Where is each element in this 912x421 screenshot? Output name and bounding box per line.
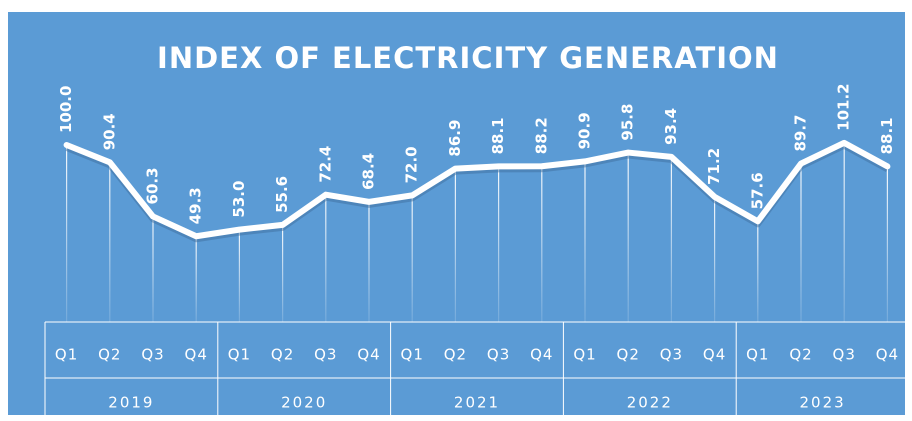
data-label: 90.4 [100,113,118,150]
x-tick-label: Q1 [573,346,596,364]
series-line [63,139,891,240]
x-tick-label: Q2 [789,346,812,364]
x-tick-label: Q2 [271,346,294,364]
x-tick-label: Q2 [98,346,121,364]
x-tick-label: Q4 [530,346,553,364]
x-tick-label: Q3 [660,346,683,364]
data-label: 89.7 [792,115,810,152]
data-label: 57.6 [748,172,766,209]
group-label: 2020 [281,394,327,412]
x-tick-label: Q1 [228,346,251,364]
x-tick-label: Q1 [401,346,424,364]
x-tick-label: Q4 [185,346,208,364]
data-label: 86.9 [446,120,464,157]
x-tick-label: Q1 [746,346,769,364]
data-label: 71.2 [705,148,723,185]
data-label: 53.0 [230,181,248,218]
group-label: 2019 [108,394,154,412]
data-label: 72.0 [403,146,421,183]
group-label: 2023 [800,394,846,412]
data-label: 88.2 [532,117,550,154]
data-label: 49.3 [187,187,205,224]
group-label: 2022 [627,394,673,412]
data-label: 72.4 [316,146,334,183]
x-tick-label: Q3 [141,346,164,364]
group-label: 2021 [454,394,500,412]
x-tick-label: Q3 [314,346,337,364]
x-tick-label: Q3 [487,346,510,364]
data-label: 93.4 [662,108,680,145]
data-label: 68.4 [360,153,378,190]
data-label: 88.1 [489,117,507,154]
x-tick-label: Q1 [55,346,78,364]
data-label: 90.9 [576,112,594,149]
chart-title: INDEX OF ELECTRICITY GENERATION [157,41,779,75]
data-label: 88.1 [878,117,896,154]
data-label: 55.6 [273,176,291,213]
data-label: 101.2 [835,83,853,130]
plot-background [8,12,905,415]
x-tick-label: Q3 [833,346,856,364]
x-tick-label: Q4 [357,346,380,364]
data-label: 60.3 [144,167,162,204]
data-label: 100.0 [57,86,75,133]
x-tick-label: Q4 [703,346,726,364]
x-tick-label: Q2 [617,346,640,364]
data-label: 95.8 [619,104,637,141]
x-tick-label: Q2 [444,346,467,364]
x-tick-label: Q4 [876,346,899,364]
